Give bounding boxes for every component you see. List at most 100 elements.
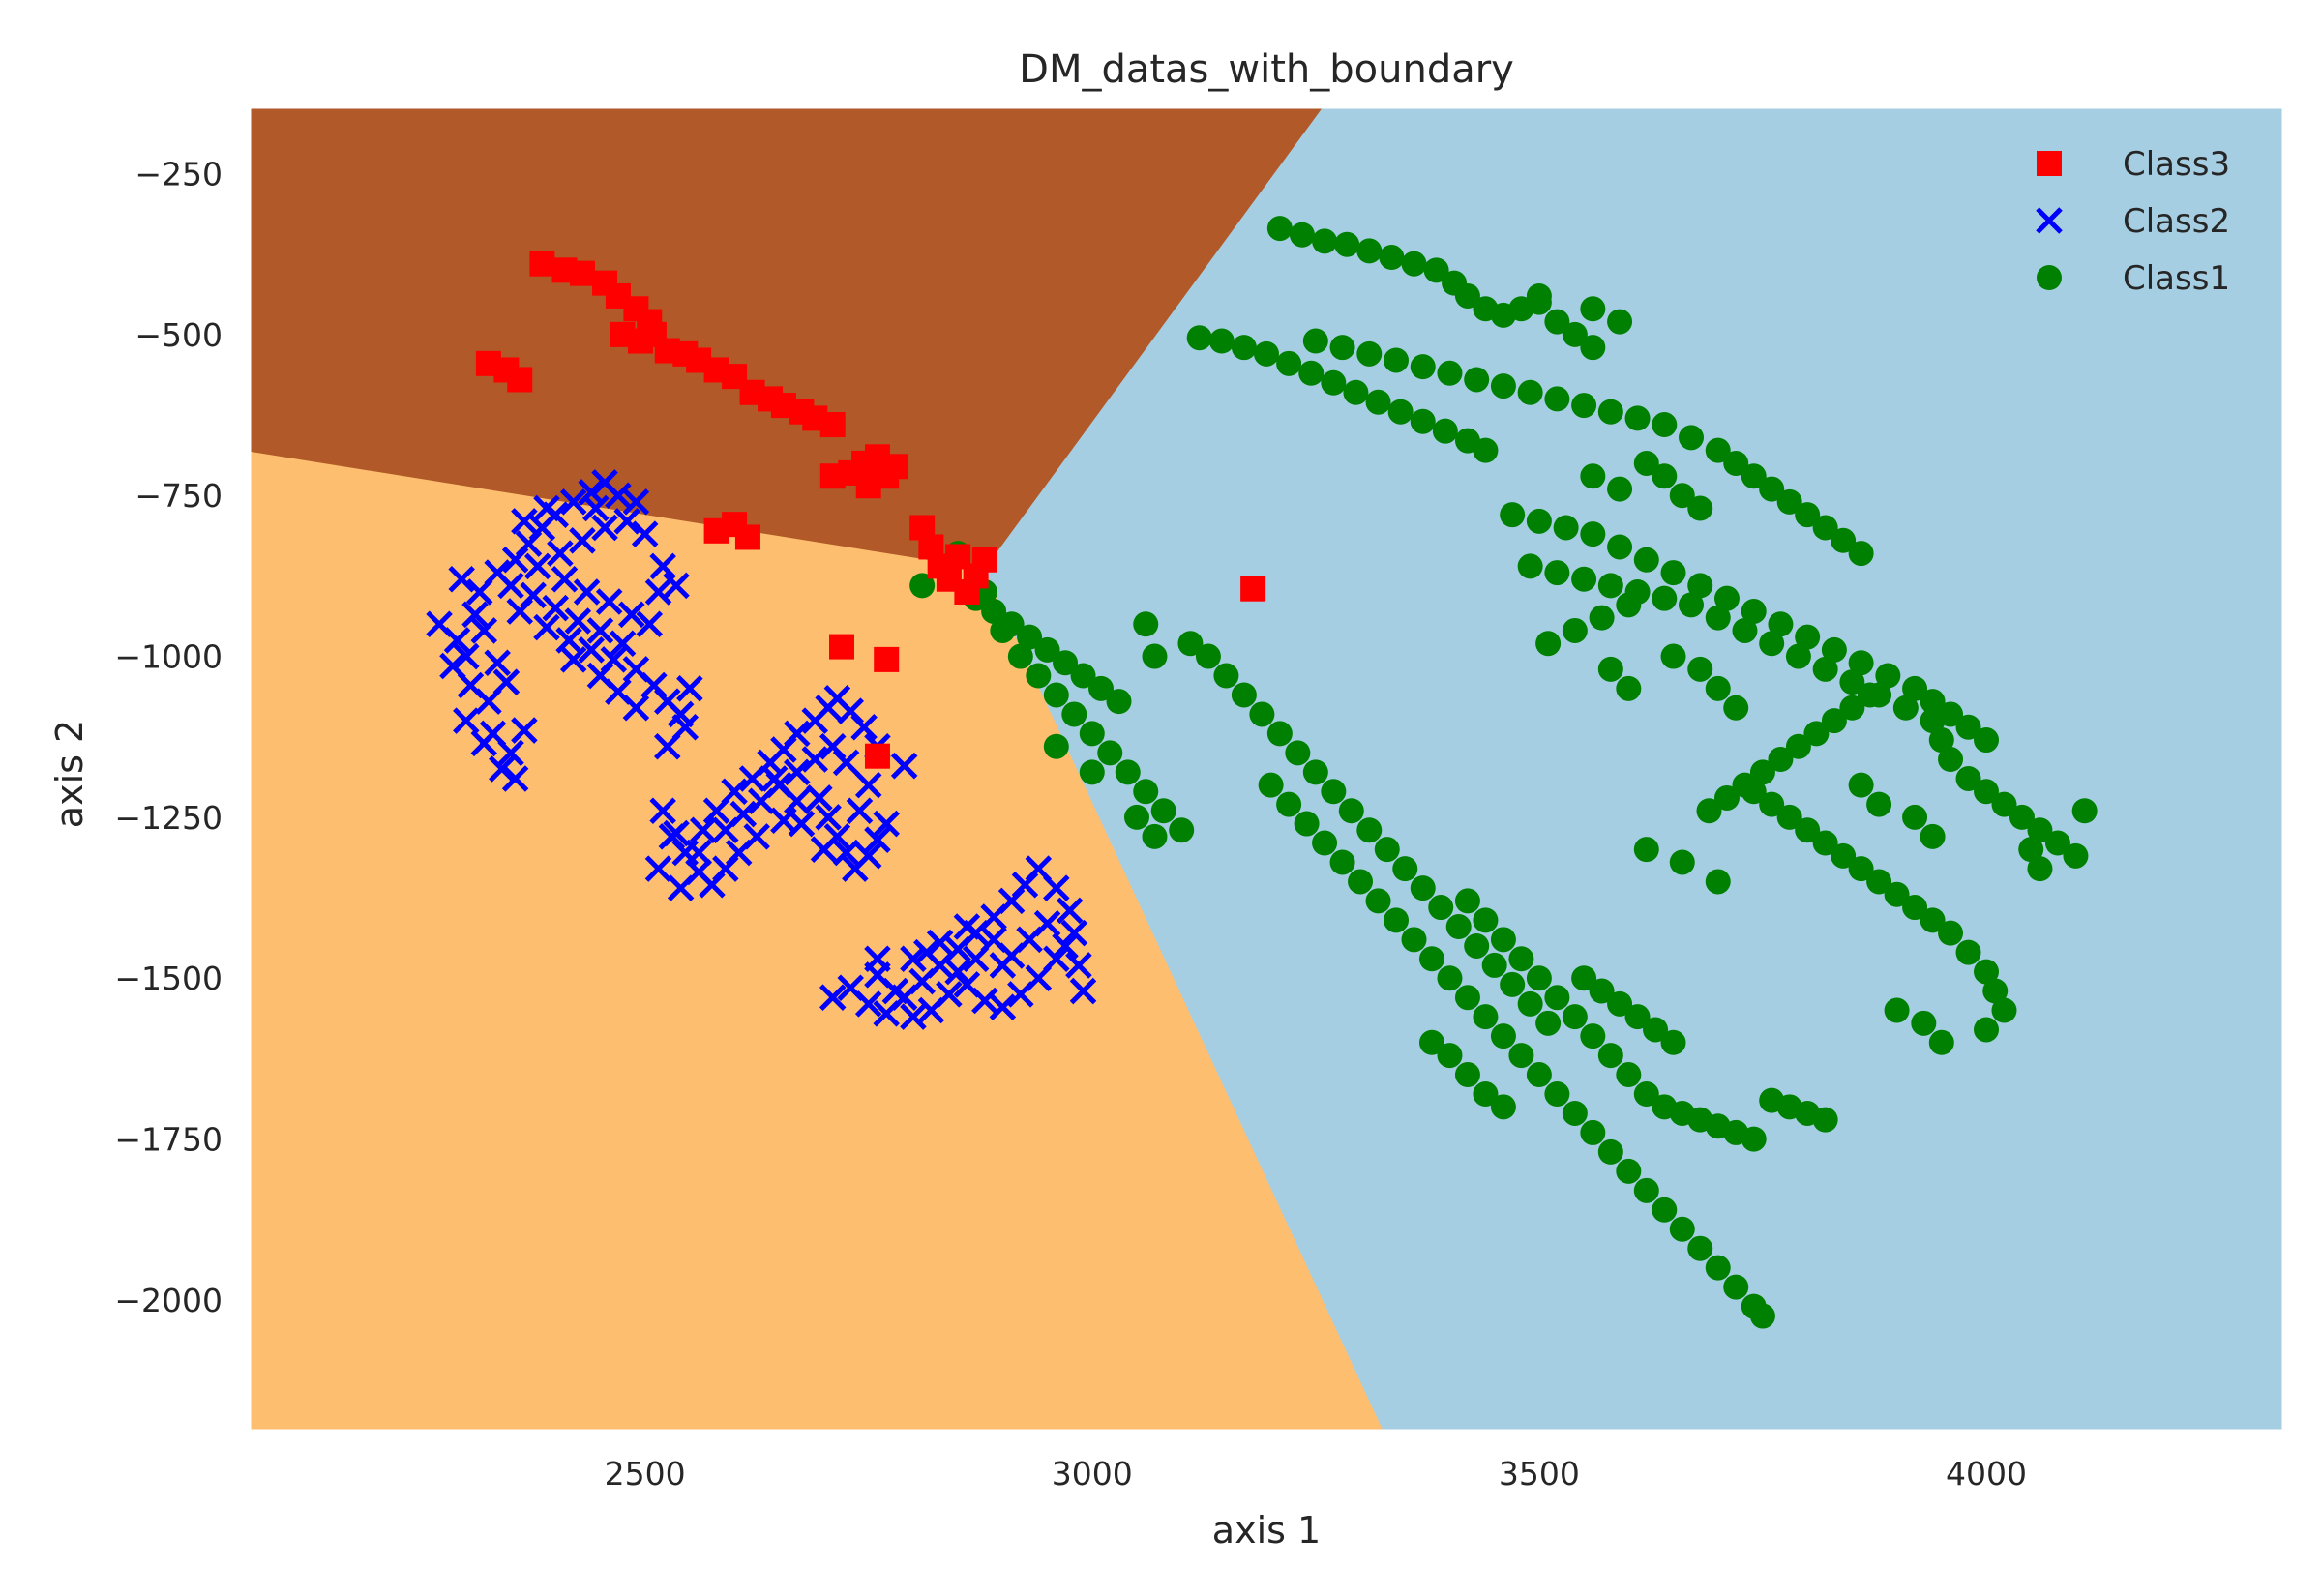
point-class3 [864, 743, 890, 769]
point-class3 [828, 634, 854, 660]
point-class1 [1938, 920, 1964, 946]
point-class1 [1616, 1158, 1642, 1184]
point-class1 [1839, 669, 1865, 695]
point-class1 [1687, 495, 1713, 521]
point-class2 [622, 488, 650, 516]
point-class1 [1392, 856, 1418, 882]
point-class1 [1410, 408, 1436, 434]
point-class1 [1991, 997, 2017, 1023]
y-tick-label: −1750 [114, 1121, 223, 1159]
point-class2 [1052, 932, 1079, 960]
point-class1 [2009, 804, 2035, 830]
point-class1 [1589, 978, 1615, 1004]
point-class1 [1955, 714, 1981, 740]
point-class2 [1007, 981, 1034, 1008]
point-class1 [1616, 592, 1642, 618]
point-class1 [1759, 791, 1785, 817]
point-class2 [569, 527, 596, 554]
point-class1 [1785, 733, 1811, 759]
point-class1 [1266, 721, 1293, 747]
point-class2 [810, 836, 838, 863]
point-class1 [1732, 617, 1758, 643]
point-class1 [1312, 830, 1338, 856]
point-class1 [1428, 895, 1454, 921]
point-class2 [846, 797, 874, 825]
point-class1 [1580, 1023, 1606, 1049]
point-class2 [506, 598, 534, 625]
y-axis-ticks: −250 −500 −750 −1000 −1250 −1500 −1750 −2000 [114, 156, 223, 1319]
point-class2 [470, 729, 498, 757]
point-class1 [1839, 695, 1865, 721]
point-class1 [1679, 425, 1705, 451]
point-class2 [1043, 874, 1070, 901]
point-class1 [1079, 721, 1105, 747]
point-class1 [1387, 399, 1414, 425]
point-class1 [1231, 335, 1257, 361]
point-class1 [1321, 779, 1347, 805]
point-class1 [1785, 643, 1811, 669]
point-class1 [1705, 869, 1731, 895]
point-class1 [1589, 605, 1615, 631]
point-class2 [721, 778, 748, 806]
point-class1 [1812, 515, 1838, 541]
point-class1 [1544, 560, 1570, 586]
point-class2 [533, 613, 560, 641]
point-class2 [890, 752, 918, 780]
point-class1 [1249, 701, 1275, 727]
point-class1 [1974, 779, 2000, 805]
point-class1 [1329, 849, 1355, 875]
point-class1 [1454, 1062, 1480, 1088]
point-class2 [644, 855, 672, 882]
point-class2 [649, 552, 676, 580]
point-class1 [1713, 585, 1740, 611]
point-class1 [1289, 222, 1315, 248]
point-class1 [1633, 450, 1659, 476]
point-class1 [1580, 521, 1606, 547]
x-tick-label: 2500 [605, 1455, 686, 1493]
point-class1 [1321, 369, 1347, 396]
point-class1 [1312, 228, 1338, 254]
point-class2 [900, 945, 927, 973]
point-class2 [586, 617, 614, 644]
point-class1 [1749, 759, 1775, 785]
point-class2 [533, 494, 560, 522]
point-class1 [1679, 592, 1705, 618]
point-class2 [989, 952, 1017, 979]
point-class1 [1580, 1119, 1606, 1145]
point-class1 [981, 598, 1007, 624]
point-class2 [470, 617, 498, 644]
point-class1 [1365, 888, 1391, 914]
point-class2 [501, 765, 529, 792]
point-class1 [1070, 663, 1096, 689]
legend-label: Class2 [2123, 202, 2230, 241]
point-class2 [547, 540, 574, 567]
point-class1 [1660, 560, 1686, 586]
legend-label: Class3 [2123, 145, 2230, 184]
point-class1 [1821, 708, 1847, 734]
point-class1 [1500, 502, 1526, 528]
point-class1 [1759, 631, 1785, 657]
point-class1 [1026, 663, 1052, 689]
point-class1 [1276, 791, 1302, 817]
point-class1 [1776, 804, 1802, 830]
point-class1 [1254, 340, 1279, 367]
point-class1 [1624, 405, 1651, 431]
point-class1 [1607, 309, 1633, 335]
point-class1 [1920, 708, 1946, 734]
point-class1 [1356, 340, 1383, 367]
point-class1 [1061, 701, 1087, 727]
point-class1 [1258, 772, 1284, 798]
point-class1 [1133, 779, 1159, 805]
point-class1 [2063, 842, 2089, 869]
point-class1 [1768, 611, 1794, 637]
point-class1 [1384, 907, 1410, 933]
legend-label: Class1 [2123, 259, 2230, 298]
point-class2 [564, 607, 592, 635]
y-tick-label: −1250 [114, 799, 223, 837]
series-class2 [426, 469, 1097, 1030]
point-class1 [1705, 437, 1731, 463]
point-class2 [850, 713, 878, 741]
point-class1 [1298, 360, 1325, 386]
point-class1 [1338, 798, 1364, 824]
